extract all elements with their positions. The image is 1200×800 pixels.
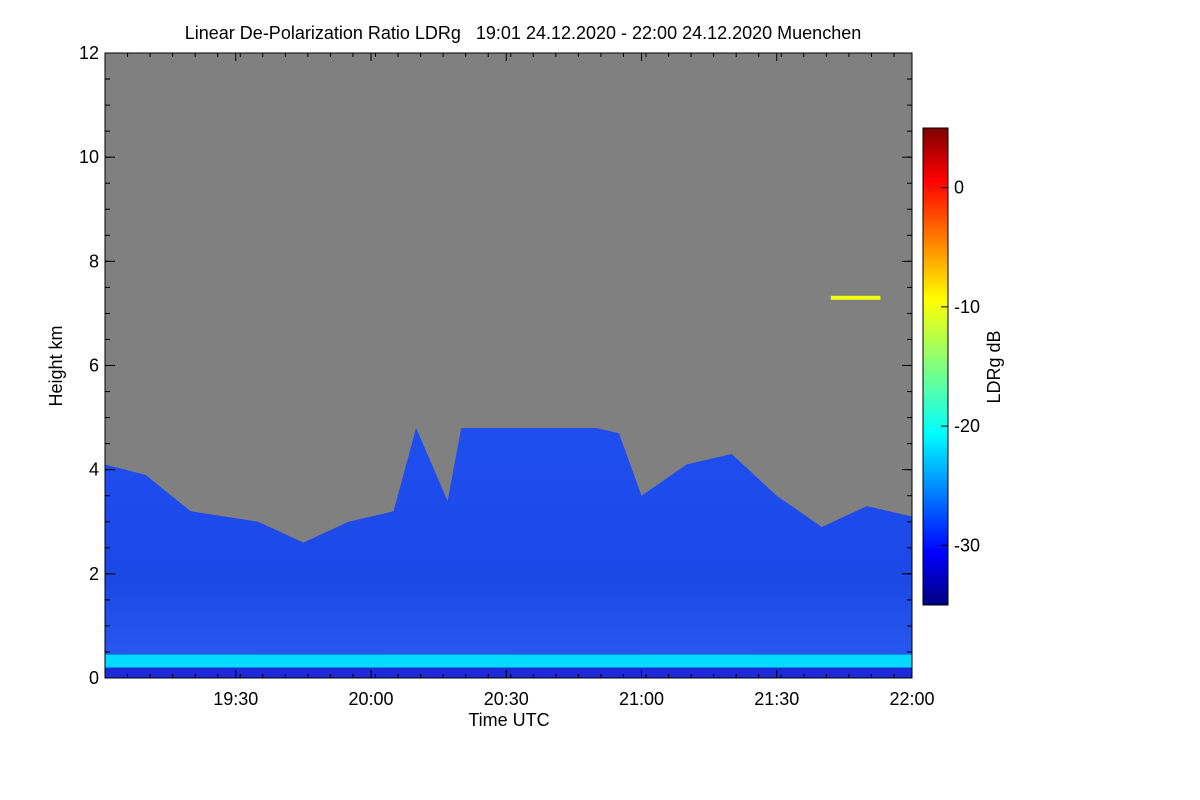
cloud-body <box>105 428 912 678</box>
near-surface-band <box>105 667 912 678</box>
colorbar-tick-label: -10 <box>954 297 980 317</box>
plot-area <box>105 53 912 678</box>
colorbar-gradient <box>922 127 949 606</box>
x-axis-label: Time UTC <box>468 710 549 730</box>
y-tick-label: 6 <box>89 356 99 376</box>
y-tick-label: 0 <box>89 668 99 688</box>
x-tick-label: 21:30 <box>754 689 799 709</box>
colorbar-label: LDRg dB <box>984 330 1004 403</box>
y-tick-label: 10 <box>79 147 99 167</box>
y-tick-label: 2 <box>89 564 99 584</box>
x-tick-label: 21:00 <box>619 689 664 709</box>
x-tick-label: 19:30 <box>213 689 258 709</box>
feature-band <box>105 654 912 668</box>
x-tick-label: 20:30 <box>484 689 529 709</box>
x-axis: 19:30 20:00 20:30 21:00 21:30 22:00 <box>104 53 935 709</box>
colorbar-tick-label: 0 <box>954 178 964 198</box>
feature-band <box>830 295 881 300</box>
y-tick-label: 4 <box>89 460 99 480</box>
x-tick-label: 22:00 <box>889 689 934 709</box>
chart-title: Linear De-Polarization Ratio LDRg 19:01 … <box>185 23 861 43</box>
x-tick-label: 20:00 <box>348 689 393 709</box>
y-tick-label: 12 <box>79 43 99 63</box>
colorbar-tick-label: -20 <box>954 416 980 436</box>
y-tick-label: 8 <box>89 251 99 271</box>
colorbar: 0 -10 -20 -30 LDRg dB <box>922 127 1004 606</box>
y-axis-label: Height km <box>46 325 66 406</box>
colorbar-tick-label: -30 <box>954 535 980 555</box>
y-axis: 0 2 4 6 8 10 12 <box>79 43 912 688</box>
